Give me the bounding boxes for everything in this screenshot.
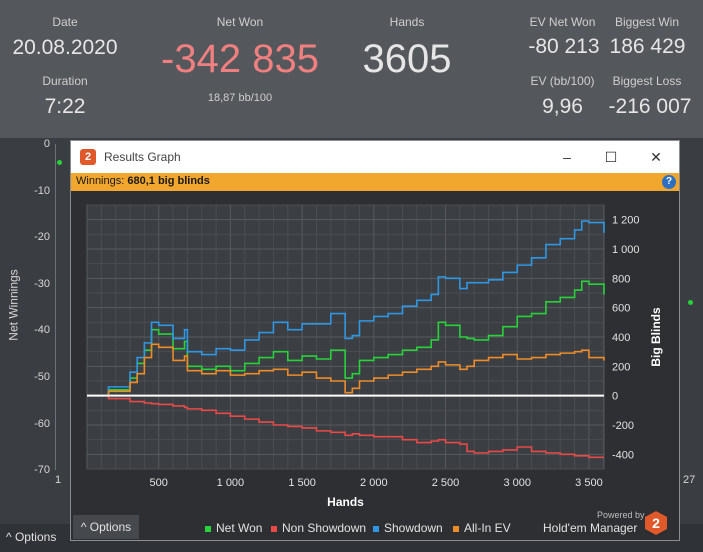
session-stats-panel: Date 20.08.2020 Duration 7:22 Net Won -3…: [0, 0, 703, 138]
x-tick-left: 1: [55, 474, 62, 486]
winnings-summary-bar: Winnings: 680,1 big blinds ?: [71, 173, 679, 191]
x-tick-label: 1 000: [217, 477, 245, 489]
main-options-button[interactable]: ^ Options: [6, 530, 56, 544]
chevron-up-icon: ^: [80, 520, 90, 534]
legend-net-won-label: Net Won: [216, 521, 263, 535]
dialog-options-button[interactable]: ^ Options: [73, 515, 139, 539]
results-line-chart: 1 200 1 000 800 600 400 200 0 -200 -400 500 1 000 1…: [86, 204, 663, 509]
y-tick-label: -50: [34, 371, 50, 383]
series-line-all-in-ev: [87, 343, 605, 397]
y-tick-label: -20: [34, 231, 50, 244]
legend-allin-ev-label: All-In EV: [464, 521, 511, 535]
date-value: 20.08.2020: [12, 36, 118, 59]
dialog-options-label: Options: [89, 520, 132, 534]
y-tick-label: -70: [34, 464, 50, 477]
chevron-up-icon: ^: [6, 530, 15, 544]
net-won-swatch: [205, 525, 211, 532]
ev-net-won-value: -80 213: [528, 35, 600, 58]
legend-showdown[interactable]: Showdown: [373, 521, 443, 535]
y-tick-label: -40: [34, 324, 50, 337]
brand-name: Hold'em Manager: [543, 521, 638, 535]
x-tick-label: 2 500: [432, 477, 460, 489]
x-tick-label: 1 500: [288, 477, 316, 489]
winnings-summary: Winnings: 680,1 big blinds: [76, 175, 210, 187]
biggest-loss-label: Biggest Loss: [612, 74, 682, 88]
showdown-swatch: [373, 525, 379, 532]
x-axis-title: Hands: [327, 495, 364, 509]
ev-net-won-label: EV Net Won: [529, 15, 596, 29]
allin-ev-swatch: [453, 525, 459, 532]
winnings-label: Winnings:: [76, 175, 125, 187]
legend-net-won[interactable]: Net Won: [205, 521, 262, 535]
chart-end-point: [688, 300, 693, 305]
y-tick-label: -200: [612, 420, 634, 432]
duration-label: Duration: [42, 74, 88, 88]
holdem-manager-logo-icon: 2: [645, 511, 667, 535]
minimize-button[interactable]: –: [563, 149, 571, 165]
ev-bb100-value: 9,96: [542, 95, 583, 118]
dialog-title: Results Graph: [104, 150, 181, 164]
x-tick-label: 3 000: [503, 477, 531, 489]
x-tick-label: 2 000: [360, 477, 388, 489]
legend-non-showdown-label: Non Showdown: [282, 521, 367, 535]
winnings-value: 680,1 big blinds: [127, 175, 210, 187]
y-tick-label: -60: [34, 417, 50, 430]
y-axis-line: [55, 144, 56, 470]
y-tick-label: 0: [612, 391, 618, 403]
biggest-win-value: 186 429: [609, 35, 686, 58]
y-tick-label: 600: [612, 303, 630, 315]
hands-value: 3605: [362, 37, 452, 81]
y-tick-label: -400: [612, 449, 634, 461]
y-tick-label: 0: [43, 138, 50, 150]
maximize-button[interactable]: ☐: [604, 149, 618, 165]
net-won-value: -342 835: [161, 37, 319, 81]
x-tick-label: 500: [150, 477, 168, 489]
y-tick-label: 1 000: [612, 244, 640, 256]
duration-value: 7:22: [44, 95, 86, 118]
legend-non-showdown[interactable]: Non Showdown: [271, 521, 366, 535]
help-icon[interactable]: ?: [662, 175, 676, 189]
ev-bb100-label: EV (bb/100): [530, 74, 595, 88]
y-tick-label: 1 200: [612, 215, 640, 227]
non-showdown-swatch: [271, 525, 277, 532]
legend-showdown-label: Showdown: [384, 521, 443, 535]
y-tick-label: -30: [34, 277, 50, 290]
y-axis-label: Net Winnings: [6, 269, 21, 341]
net-won-bb100: 18,87 bb/100: [207, 92, 273, 104]
y-tick-label: 200: [612, 361, 630, 373]
hands-label: Hands: [389, 15, 425, 29]
legend-allin-ev[interactable]: All-In EV: [453, 521, 511, 535]
chart-start-point: [57, 160, 62, 165]
biggest-win-label: Biggest Win: [614, 15, 680, 29]
results-graph-dialog: 2 Results Graph – ☐ ✕ Winnings: 680,1 bi…: [70, 140, 680, 541]
dialog-title-bar[interactable]: 2 Results Graph – ☐ ✕: [71, 141, 679, 173]
date-label: Date: [52, 15, 78, 29]
close-button[interactable]: ✕: [650, 149, 662, 165]
biggest-loss-value: -216 007: [608, 95, 692, 118]
series-line-non-showdown: [87, 394, 604, 459]
main-options-label: Options: [14, 530, 57, 544]
y-axis-title: Big Blinds: [649, 307, 663, 367]
series-line-showdown: [87, 220, 605, 397]
app-logo-icon: 2: [80, 149, 96, 165]
net-won-label: Net Won: [216, 15, 264, 29]
y-tick-label: 400: [612, 332, 630, 344]
powered-by-label: Powered by: [597, 510, 645, 520]
y-tick-label: -10: [34, 184, 50, 197]
x-tick-label: 3 500: [575, 477, 603, 489]
y-tick-label: 800: [612, 273, 630, 285]
x-tick-right: 27: [683, 474, 696, 486]
